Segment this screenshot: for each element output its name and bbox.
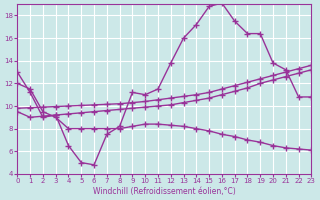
X-axis label: Windchill (Refroidissement éolien,°C): Windchill (Refroidissement éolien,°C) bbox=[93, 187, 236, 196]
